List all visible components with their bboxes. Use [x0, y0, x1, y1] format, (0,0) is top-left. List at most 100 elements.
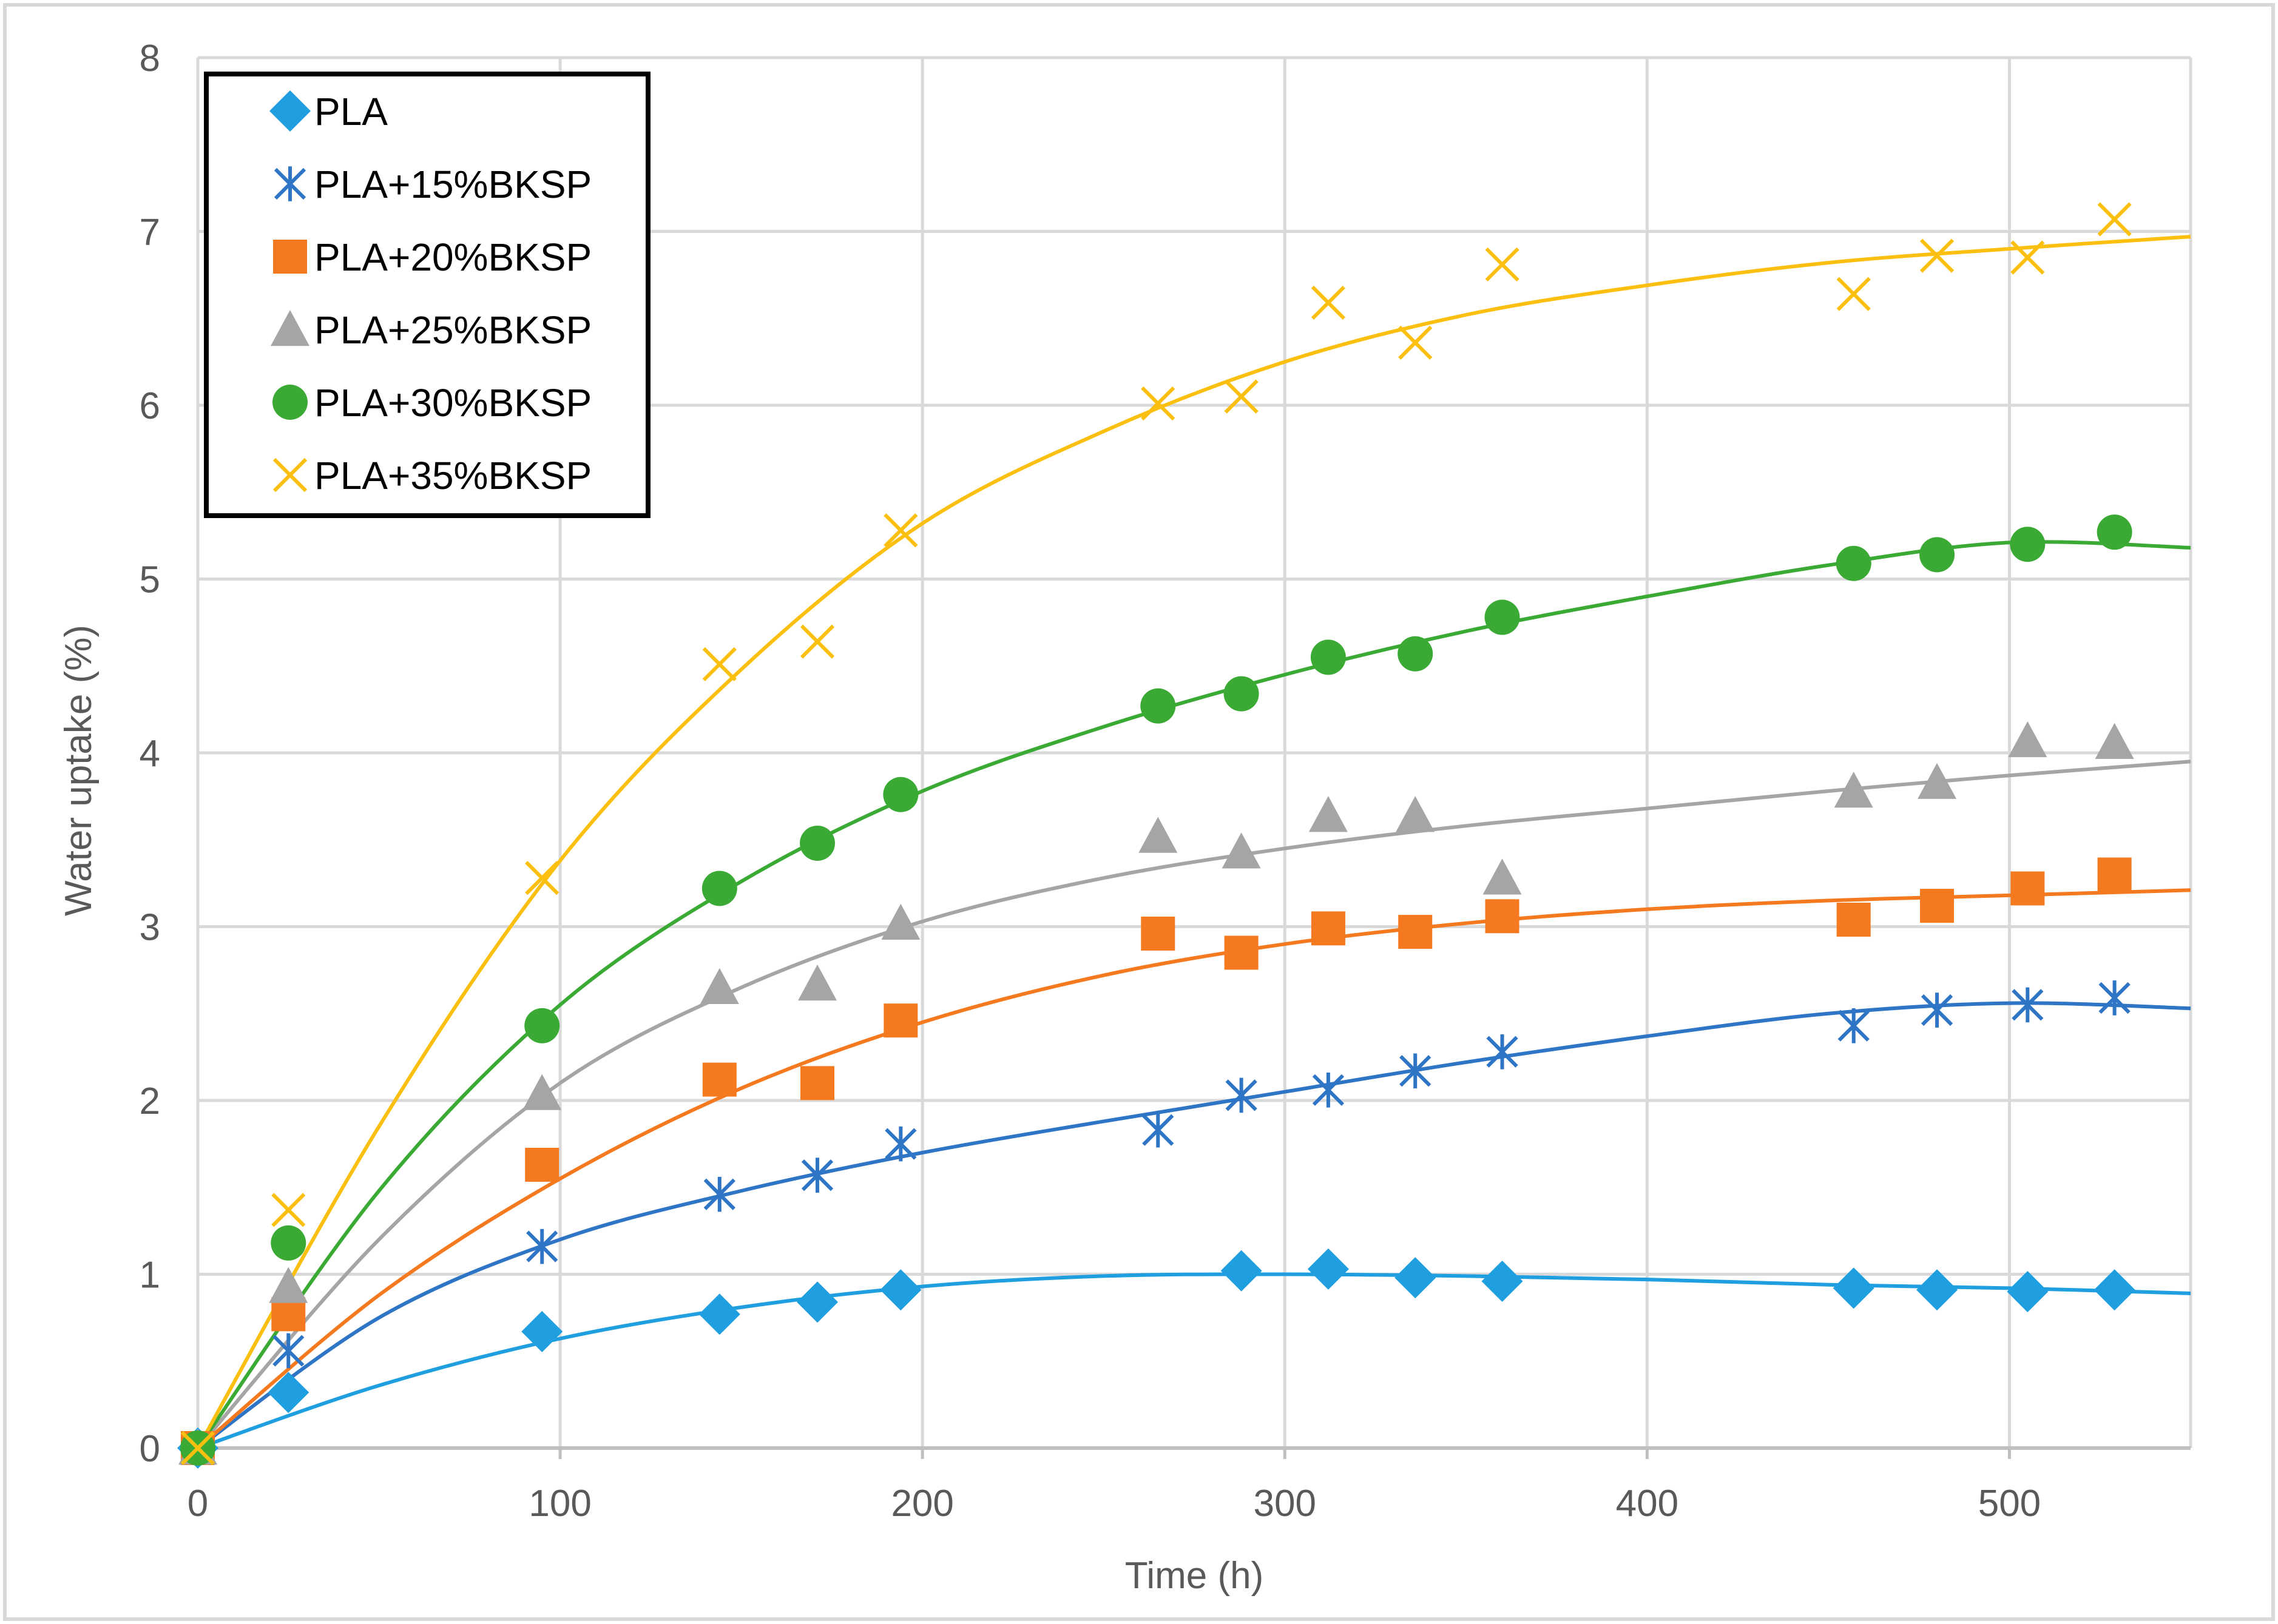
point-pla-35-bksp — [2010, 240, 2045, 275]
point-pla-35-bksp — [1224, 379, 1259, 414]
y-tick-label: 8 — [140, 38, 160, 79]
point-pla-30-bksp — [1484, 599, 1520, 635]
point-pla — [268, 1372, 309, 1413]
point-pla-30-bksp — [883, 777, 919, 812]
legend-box — [204, 72, 651, 518]
point-pla-35-bksp — [884, 513, 918, 548]
point-pla — [797, 1281, 839, 1323]
point-pla — [698, 1293, 740, 1335]
point-pla — [1307, 1248, 1349, 1290]
point-pla-25-bksp — [700, 968, 739, 1004]
point-pla-35-bksp — [1919, 238, 1955, 273]
point-pla-30-bksp — [1140, 688, 1176, 724]
point-pla-15-bksp — [885, 1126, 917, 1162]
point-pla-20-bksp — [1141, 916, 1175, 951]
point-pla-30-bksp — [1223, 676, 1259, 712]
y-tick-label: 3 — [140, 907, 160, 949]
trendline-pla-25-bksp — [196, 760, 2191, 1449]
x-tick-label: 0 — [188, 1483, 208, 1525]
point-pla-25-bksp — [2008, 721, 2047, 758]
point-pla-35-bksp — [1836, 277, 1871, 311]
legend-marker-pla-35-bksp — [272, 457, 308, 493]
point-pla-20-bksp — [800, 1066, 835, 1100]
point-pla-30-bksp — [1310, 639, 1346, 675]
point-pla-15-bksp — [1837, 1008, 1870, 1043]
trendline-pla-15-bksp — [197, 1001, 2191, 1450]
point-pla-35-bksp — [1485, 247, 1519, 282]
point-pla-30-bksp — [701, 871, 737, 906]
point-pla-25-bksp — [522, 1074, 562, 1110]
point-pla-15-bksp — [1399, 1053, 1431, 1089]
y-tick-label: 0 — [140, 1428, 160, 1470]
point-pla-25-bksp — [1138, 817, 1178, 853]
point-pla-25-bksp — [1308, 796, 1348, 832]
legend-label-pla-25-bksp: PLA+25%BKSP — [314, 308, 592, 352]
point-pla-30-bksp — [2097, 514, 2132, 550]
point-pla-25-bksp — [798, 965, 837, 1001]
point-pla-15-bksp — [801, 1157, 834, 1193]
point-pla-25-bksp — [1918, 763, 1957, 799]
point-pla-35-bksp — [1141, 386, 1175, 421]
point-pla-20-bksp — [1311, 911, 1345, 946]
point-pla — [1394, 1257, 1436, 1299]
legend-marker-pla-15-bksp — [274, 166, 306, 201]
point-pla-25-bksp — [881, 903, 921, 940]
legend-label-pla-30-bksp: PLA+30%BKSP — [314, 381, 592, 425]
point-pla-15-bksp — [1142, 1112, 1174, 1148]
point-pla — [1220, 1250, 1262, 1292]
legend-marker-pla — [269, 90, 311, 132]
point-pla-30-bksp — [1919, 537, 1955, 573]
point-pla — [2007, 1271, 2049, 1313]
legend-label-pla: PLA — [314, 90, 388, 133]
legend-label-pla-20-bksp: PLA+20%BKSP — [314, 235, 592, 279]
point-pla-15-bksp — [1225, 1077, 1257, 1113]
point-pla-25-bksp — [269, 1267, 308, 1303]
point-pla — [521, 1311, 563, 1353]
point-pla-20-bksp — [884, 1003, 918, 1038]
point-pla-30-bksp — [2010, 527, 2046, 562]
point-pla-20-bksp — [1224, 935, 1259, 970]
legend-marker-pla-20-bksp — [273, 240, 307, 274]
point-pla-25-bksp — [2095, 723, 2134, 760]
legend-marker-pla-25-bksp — [271, 310, 309, 346]
point-pla-20-bksp — [702, 1062, 737, 1097]
point-pla-30-bksp — [271, 1225, 306, 1261]
point-pla-30-bksp — [1398, 636, 1433, 672]
point-pla-35-bksp — [702, 647, 737, 682]
x-tick-label: 100 — [529, 1483, 591, 1525]
point-pla-25-bksp — [1834, 772, 1873, 808]
point-pla-15-bksp — [1921, 992, 1953, 1028]
point-pla-20-bksp — [2097, 857, 2132, 892]
point-pla-30-bksp — [1836, 545, 1871, 581]
point-pla-20-bksp — [525, 1148, 559, 1182]
point-pla-25-bksp — [1222, 832, 1261, 869]
x-tick-label: 400 — [1616, 1483, 1678, 1525]
y-tick-label: 2 — [140, 1080, 160, 1122]
point-pla — [2094, 1269, 2135, 1311]
legend-label-pla-15-bksp: PLA+15%BKSP — [314, 163, 592, 206]
point-pla-15-bksp — [1486, 1034, 1518, 1070]
point-pla-35-bksp — [525, 861, 559, 895]
y-tick-label: 1 — [140, 1255, 160, 1296]
legend-marker-pla-30-bksp — [272, 385, 308, 420]
point-pla-30-bksp — [524, 1008, 560, 1043]
point-pla-35-bksp — [1311, 285, 1346, 320]
legend-label-pla-35-bksp: PLA+35%BKSP — [314, 454, 592, 497]
point-pla-20-bksp — [1920, 889, 1955, 923]
x-axis-title: Time (h) — [1125, 1555, 1263, 1597]
trendline-pla-35-bksp — [196, 235, 2191, 1449]
point-pla-15-bksp — [2012, 987, 2044, 1023]
x-tick-label: 200 — [891, 1483, 953, 1525]
point-pla-35-bksp — [2097, 202, 2132, 237]
point-pla-15-bksp — [2098, 980, 2131, 1016]
y-tick-label: 5 — [140, 559, 160, 601]
point-pla-20-bksp — [2010, 871, 2045, 906]
point-pla-35-bksp — [800, 624, 835, 659]
point-pla-35-bksp — [271, 1193, 306, 1227]
point-pla-25-bksp — [1396, 796, 1435, 832]
point-pla — [1481, 1260, 1523, 1302]
point-pla-30-bksp — [800, 825, 836, 861]
point-pla — [1916, 1269, 1958, 1311]
